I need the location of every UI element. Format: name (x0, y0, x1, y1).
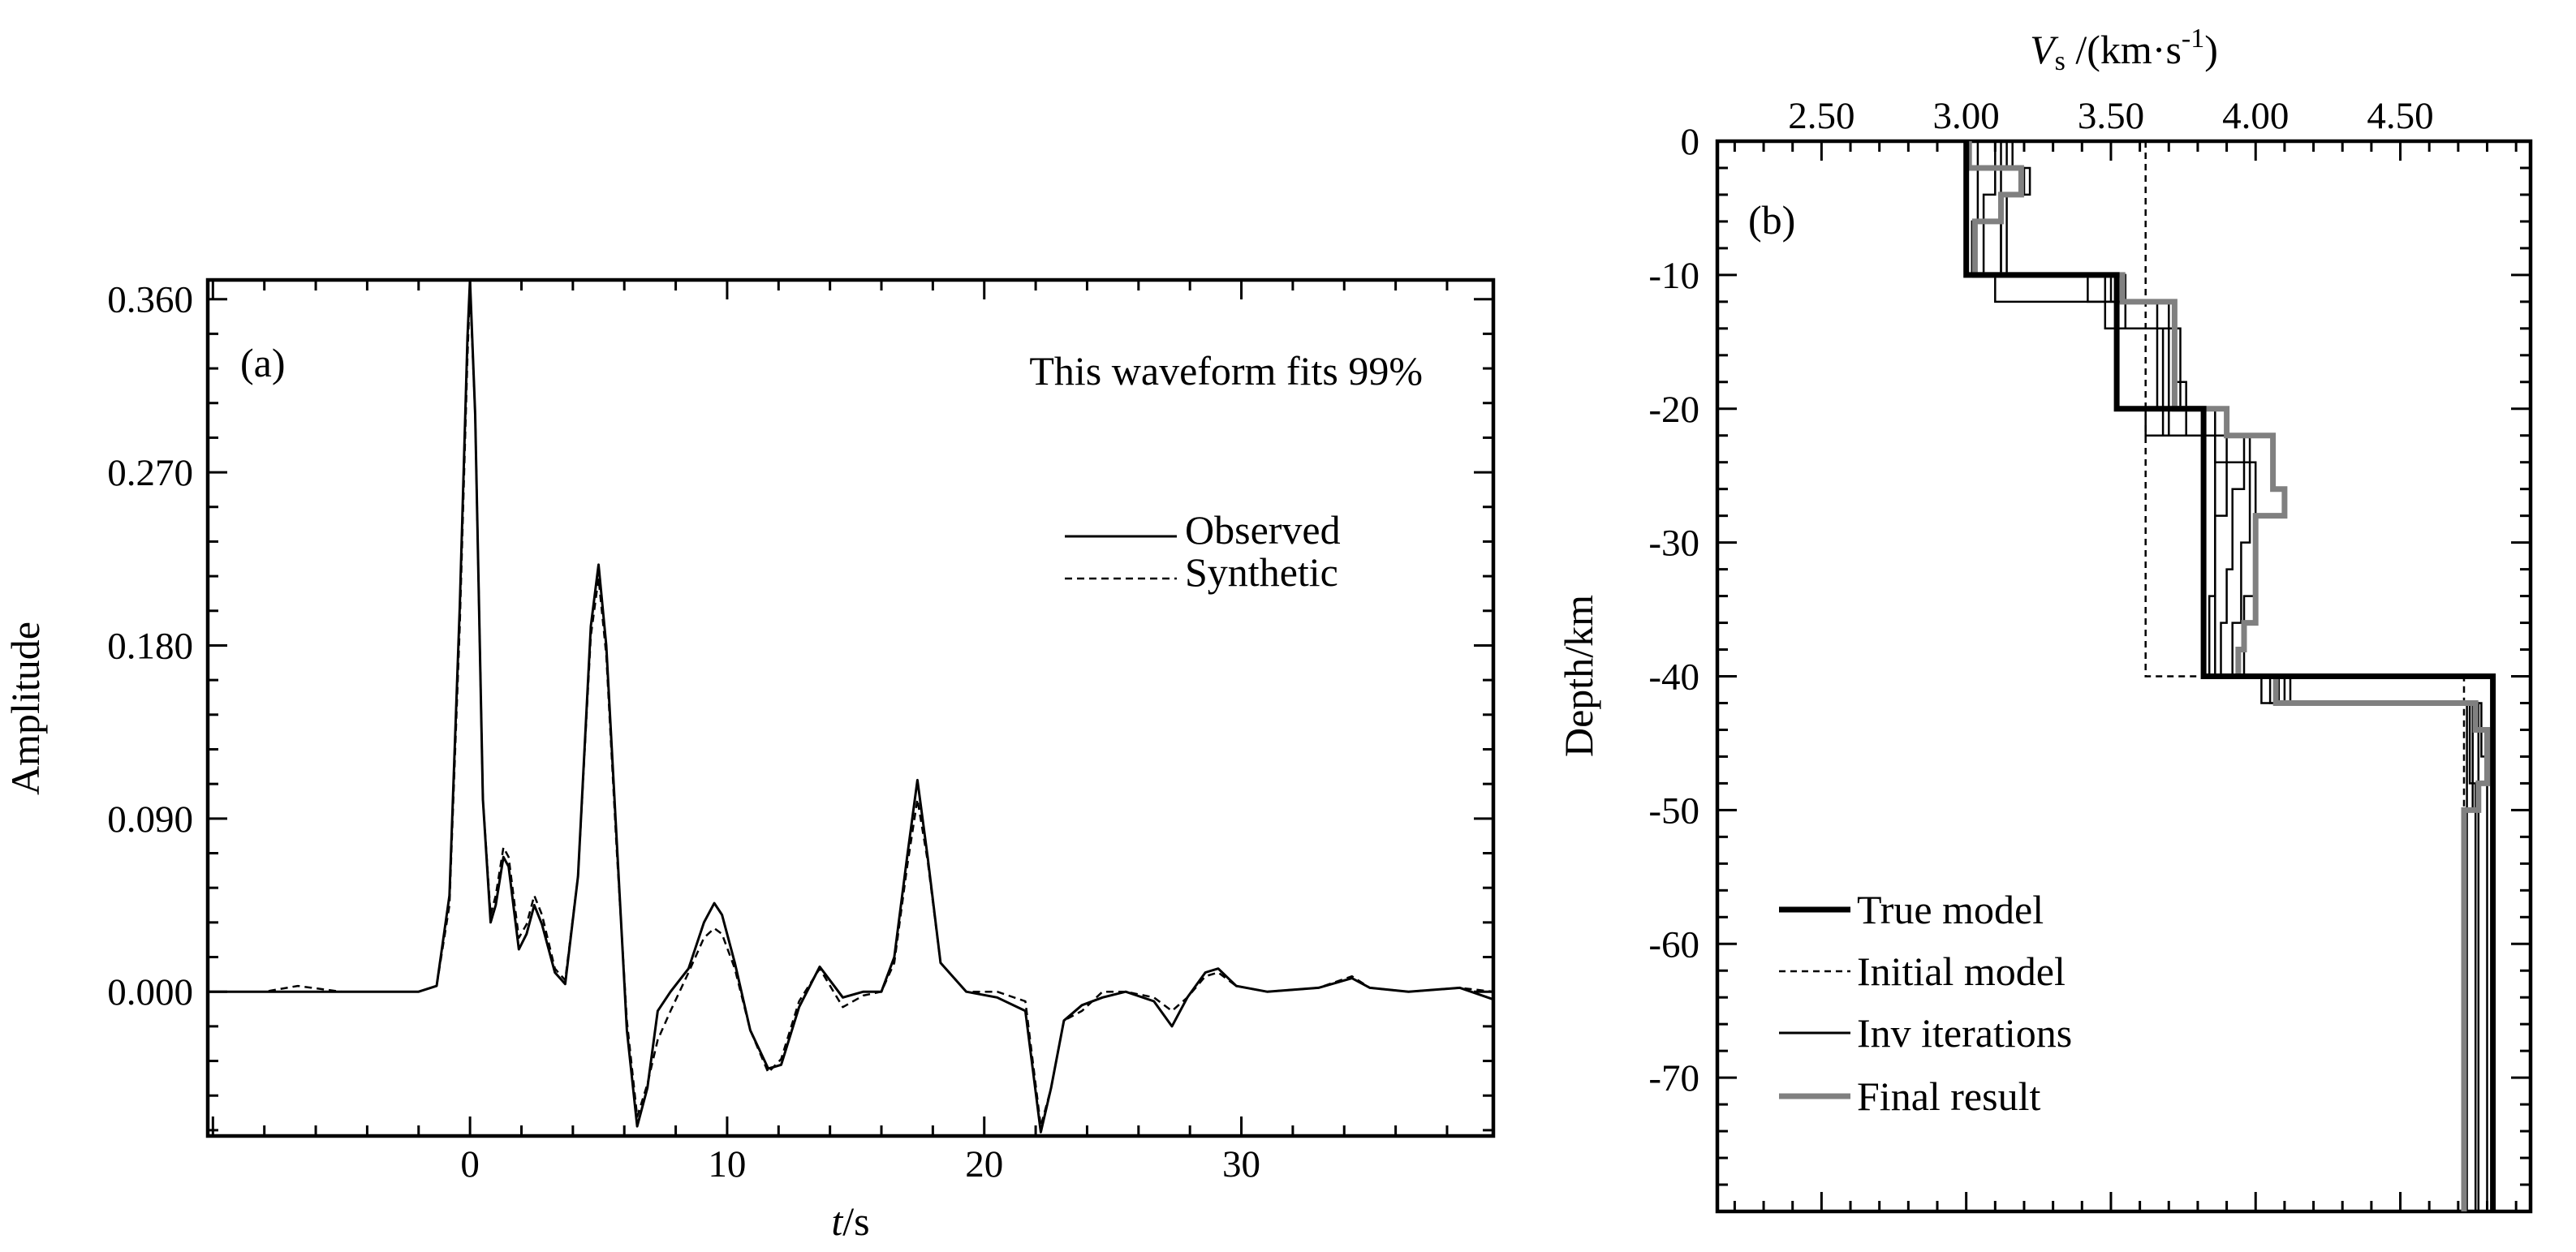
vs-unit: /(km·s (2066, 27, 2182, 72)
panel-b-legend: True model Initial model Inv iterations … (1779, 887, 2072, 1119)
panel-a-annotation: This waveform fits 99% (1029, 348, 1423, 394)
panel-a-x-axis-label: t/s (831, 1198, 869, 1244)
legend-label-true-model: True model (1857, 887, 2044, 932)
panel-a-series (208, 278, 1494, 1134)
panel-b-y-tick-label: -20 (1648, 389, 1699, 431)
panel-b-x-tick-label: 3.50 (2078, 95, 2144, 137)
series-observed (208, 278, 1494, 1134)
panel-a-label: (a) (240, 340, 286, 385)
panel-a-y-tick-label: 0.360 (107, 279, 193, 321)
vs-unit-superscript: -1 (2182, 24, 2204, 54)
panel-a-x-tick-label: 30 (1222, 1143, 1260, 1185)
panel-a-x-tick-label: 20 (965, 1143, 1003, 1185)
panel-a-legend: Observed Synthetic (1065, 507, 1341, 595)
legend-label-synthetic: Synthetic (1185, 549, 1338, 595)
panel-b-x-axis-label: Vs /(km·s-1) (2030, 24, 2218, 76)
series-final-result (1966, 141, 2490, 1211)
panel-b-y-axis-label: Depth/km (1556, 595, 1601, 757)
panel-a-y-axis-label: Amplitude (2, 622, 48, 795)
legend-label-final-result: Final result (1857, 1073, 2040, 1119)
x-axis-label-unit: /s (842, 1198, 869, 1244)
panel-a-y-tick-label: 0.270 (107, 452, 193, 494)
panel-a-y-tick-label: 0.000 (107, 971, 193, 1013)
vs-symbol: V (2030, 27, 2059, 72)
panel-b-x-tick-label: 4.00 (2222, 95, 2289, 137)
series-synthetic (208, 286, 1494, 1128)
panel-b-y-tick-label: -50 (1648, 789, 1699, 832)
panel-b-tick-labels: 2.50 3.00 3.50 4.00 4.50 0 -10 -20 -30 -40 -50 -60 -… (1648, 95, 2433, 1099)
panel-b-y-tick-label: -40 (1648, 656, 1699, 699)
panel-b-y-tick-label: -70 (1648, 1057, 1699, 1099)
vs-unit-close: ) (2204, 27, 2218, 72)
vs-subscript: s (2055, 46, 2066, 76)
panel-b-series (1963, 141, 2496, 1211)
panel-a-tick-labels: 0 10 20 30 0.000 0.090 0.180 0.270 0.360 (107, 279, 1260, 1185)
panel-b-x-tick-label: 4.50 (2367, 95, 2433, 137)
legend-label-initial-model: Initial model (1857, 949, 2066, 994)
panel-b-x-tick-label: 3.00 (1933, 95, 2000, 137)
panel-a-x-tick-label: 0 (460, 1143, 480, 1185)
series-true-model (1963, 141, 2496, 1211)
panel-a-frame (205, 278, 1496, 1138)
panel-a-x-tick-label: 10 (708, 1143, 746, 1185)
x-axis-label-var: t (831, 1198, 843, 1244)
panel-b-y-tick-label: -10 (1648, 255, 1699, 297)
panel-b-y-tick-label: 0 (1681, 121, 1700, 163)
panel-a-tick-marks (208, 280, 1493, 1136)
panel-a-waveform-chart: 0 10 20 30 0.000 0.090 0.180 0.270 0.360 (a) Thi… (2, 278, 1496, 1244)
panel-b-label: (b) (1748, 197, 1795, 243)
panel-b-x-tick-label: 2.50 (1788, 95, 1854, 137)
panel-b-y-tick-label: -30 (1648, 523, 1699, 565)
panel-a-y-tick-label: 0.180 (107, 625, 193, 667)
panel-b-velocity-profile: 2.50 3.00 3.50 4.00 4.50 0 -10 -20 -30 -40 -50 -60 -… (1556, 24, 2533, 1214)
panel-a-y-tick-label: 0.090 (107, 798, 193, 841)
panel-b-y-tick-label: -60 (1648, 923, 1699, 966)
legend-label-observed: Observed (1185, 507, 1341, 553)
legend-label-inv-iterations: Inv iterations (1857, 1010, 2072, 1056)
